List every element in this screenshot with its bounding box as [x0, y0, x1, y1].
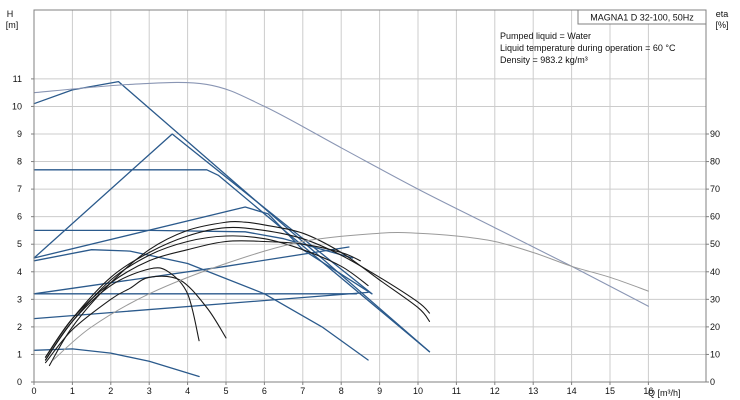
x-tick-label: 5: [223, 386, 228, 396]
qh-curve-7: [33, 291, 369, 320]
grid: [34, 10, 706, 382]
y-axis-title: H: [7, 9, 14, 19]
x-tick-label: 3: [147, 386, 152, 396]
y-tick-label: 5: [17, 239, 22, 249]
x-tick-labels: 0 1 2 3 4 5 6 7 8 9 10 11 12 13 14 15 16: [31, 382, 653, 396]
info-pumped-liquid: Pumped liquid = Water: [500, 31, 591, 41]
y2-tick-label: 60: [710, 212, 720, 222]
qh-curve-10: [33, 81, 649, 307]
x-tick-label: 8: [339, 386, 344, 396]
curve-group: [33, 80, 649, 378]
y-axis-unit: [m]: [6, 20, 19, 30]
y-tick-label: 2: [17, 322, 22, 332]
qh-curve-8: [33, 249, 369, 361]
qh-curve-0: [33, 80, 431, 353]
qh-curve-6: [33, 246, 350, 295]
y2-tick-label: 0: [710, 377, 715, 387]
x-tick-label: 4: [185, 386, 190, 396]
x-tick-label: 14: [567, 386, 577, 396]
y2-tick-label: 30: [710, 294, 720, 304]
model-label-box: [577, 9, 707, 25]
y2-tick-label: 80: [710, 157, 720, 167]
plot-frame: [33, 9, 707, 383]
y2-tick-labels: 0 10 20 30 40 50 60 70 80 90: [706, 129, 720, 387]
efficiency-curve-13: [44, 240, 361, 358]
x-tick-label: 2: [108, 386, 113, 396]
y-tick-label: 11: [13, 74, 22, 84]
y-tick-label: 6: [17, 212, 22, 222]
x-tick-label: 6: [262, 386, 267, 396]
y-tick-label: 0: [17, 377, 22, 387]
efficiency-curve-16: [48, 220, 431, 367]
x-tick-label: 12: [490, 386, 500, 396]
y-tick-label: 8: [17, 157, 22, 167]
info-liquid-temperature: Liquid temperature during operation = 60…: [500, 43, 676, 53]
x-axis-title: Q [m³/h]: [648, 388, 681, 398]
info-density: Density = 983.2 kg/m³: [500, 55, 588, 65]
y-tick-label: 4: [17, 267, 22, 277]
x-tick-label: 1: [70, 386, 75, 396]
x-tick-label: 0: [31, 386, 36, 396]
y-tick-label: 10: [12, 101, 22, 111]
qh-curve-3: [33, 206, 373, 295]
y2-tick-label: 20: [710, 322, 720, 332]
y-tick-label: 1: [17, 349, 22, 359]
x-tick-label: 13: [528, 386, 538, 396]
y2-tick-label: 50: [710, 239, 720, 249]
efficiency-curve-11: [44, 226, 431, 358]
y-tick-label: 3: [17, 294, 22, 304]
x-tick-label: 10: [413, 386, 423, 396]
y2-tick-label: 70: [710, 184, 720, 194]
x-tick-label: 7: [300, 386, 305, 396]
efficiency-curve-17: [52, 231, 649, 361]
qh-curve-9: [33, 348, 200, 378]
x-tick-label: 16: [643, 386, 653, 396]
y-tick-label: 9: [17, 129, 22, 139]
y2-tick-label: 90: [710, 129, 720, 139]
efficiency-curve-15: [44, 267, 200, 361]
y-tick-labels: 0 1 2 3 4 5 6 7 8 9 10 11: [12, 74, 34, 387]
x-tick-label: 11: [452, 386, 461, 396]
y2-tick-label: 10: [710, 349, 720, 359]
efficiency-curve-14: [44, 275, 227, 364]
x-tick-label: 9: [377, 386, 382, 396]
y2-tick-label: 40: [710, 267, 720, 277]
chart-title: MAGNA1 D 32-100, 50Hz: [590, 13, 694, 23]
x-tick-label: 15: [605, 386, 615, 396]
y2-axis-unit: [%]: [715, 20, 728, 30]
y-tick-label: 7: [17, 184, 22, 194]
y2-axis-title: eta: [716, 9, 729, 19]
